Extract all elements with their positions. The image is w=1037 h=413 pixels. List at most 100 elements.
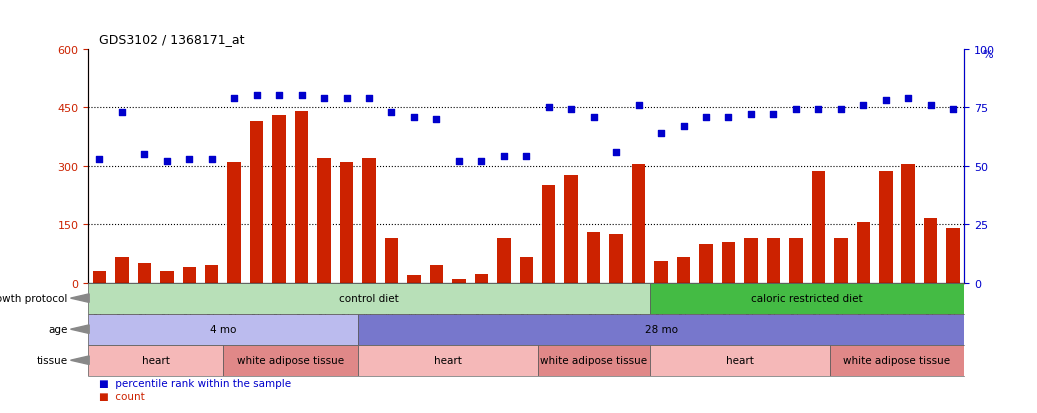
Text: white adipose tissue: white adipose tissue [540, 355, 647, 366]
Point [585, 114, 601, 121]
Bar [317, 159, 331, 283]
Bar [766, 238, 780, 283]
Point [765, 112, 782, 118]
Point [877, 97, 894, 104]
Text: age: age [48, 324, 67, 335]
Point [856, 102, 872, 109]
Bar [88, 314, 358, 345]
Bar [610, 234, 623, 283]
Text: heart: heart [433, 355, 461, 366]
Bar [115, 258, 129, 283]
Bar [587, 233, 600, 283]
Bar [362, 159, 375, 283]
Bar [223, 345, 358, 376]
Point [608, 149, 624, 156]
Bar [650, 283, 964, 314]
Bar [205, 266, 219, 283]
Point [136, 151, 152, 158]
Bar [340, 162, 354, 283]
Text: white adipose tissue: white adipose tissue [843, 355, 951, 366]
Text: caloric restricted diet: caloric restricted diet [752, 293, 863, 304]
Bar [564, 176, 578, 283]
Bar [537, 345, 650, 376]
Bar [429, 266, 443, 283]
Point [788, 107, 805, 114]
Bar [654, 261, 668, 283]
Bar [830, 345, 964, 376]
Text: %: % [982, 50, 992, 59]
Point [563, 107, 580, 114]
Text: heart: heart [726, 355, 754, 366]
Point [315, 95, 332, 102]
Bar [92, 271, 106, 283]
Point [496, 154, 512, 160]
Text: tissue: tissue [36, 355, 67, 366]
Bar [924, 219, 937, 283]
Text: GDS3102 / 1368171_at: GDS3102 / 1368171_at [99, 33, 244, 45]
Bar [227, 162, 241, 283]
Bar [857, 223, 870, 283]
Point [114, 109, 131, 116]
Bar [745, 238, 758, 283]
Point [91, 156, 108, 163]
Point [675, 123, 692, 130]
Point [271, 93, 287, 100]
Bar [650, 345, 830, 376]
Bar [699, 244, 712, 283]
Point [405, 114, 422, 121]
Point [923, 102, 940, 109]
Point [226, 95, 243, 102]
Bar [789, 238, 803, 283]
Bar [88, 345, 223, 376]
Bar [520, 258, 533, 283]
Text: 28 mo: 28 mo [645, 324, 677, 335]
Bar [358, 345, 537, 376]
Bar [475, 274, 488, 283]
Point [698, 114, 714, 121]
Point [450, 158, 467, 165]
Bar [160, 271, 173, 283]
Bar [138, 263, 151, 283]
Bar [88, 283, 650, 314]
Point [810, 107, 826, 114]
Bar [677, 258, 691, 283]
Bar [250, 121, 263, 283]
Point [249, 93, 265, 100]
Text: white adipose tissue: white adipose tissue [236, 355, 344, 366]
Bar [497, 238, 510, 283]
Point [159, 158, 175, 165]
Point [833, 107, 849, 114]
Bar [408, 275, 421, 283]
Bar [947, 228, 960, 283]
Point [338, 95, 355, 102]
Text: heart: heart [142, 355, 169, 366]
Bar [632, 164, 645, 283]
Point [180, 156, 197, 163]
Bar [358, 314, 964, 345]
Bar [542, 186, 556, 283]
Text: ■  count: ■ count [99, 391, 144, 401]
Point [473, 158, 489, 165]
Bar [273, 116, 286, 283]
Point [900, 95, 917, 102]
Text: ■  percentile rank within the sample: ■ percentile rank within the sample [99, 378, 290, 388]
Point [721, 114, 737, 121]
Bar [295, 112, 308, 283]
Bar [452, 280, 466, 283]
Point [653, 130, 670, 137]
Bar [385, 238, 398, 283]
Bar [722, 242, 735, 283]
Point [518, 154, 535, 160]
Point [203, 156, 220, 163]
Point [361, 95, 377, 102]
Text: control diet: control diet [339, 293, 399, 304]
Point [742, 112, 759, 118]
Bar [183, 267, 196, 283]
Point [945, 107, 961, 114]
Point [384, 109, 400, 116]
Text: growth protocol: growth protocol [0, 293, 67, 304]
Bar [812, 172, 825, 283]
Point [630, 102, 647, 109]
Text: 4 mo: 4 mo [209, 324, 236, 335]
Point [293, 93, 310, 100]
